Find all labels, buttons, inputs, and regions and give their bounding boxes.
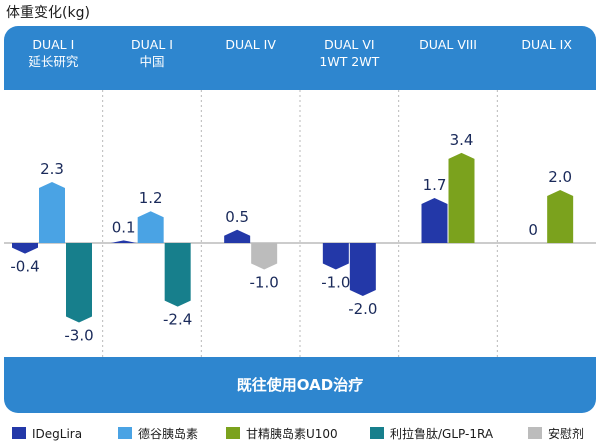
bar [66, 243, 92, 323]
bar [224, 229, 251, 243]
data-label: 2.0 [548, 168, 572, 186]
legend-swatch [370, 427, 384, 439]
bar [251, 243, 278, 270]
bar [110, 240, 137, 243]
legend-label: IDegLira [32, 427, 83, 441]
legend: IDegLira 德谷胰岛素 甘精胰岛素U100 利拉鲁肽/GLP-1RA 安慰剂 [0, 424, 600, 444]
legend-label: 安慰剂 [548, 427, 585, 441]
legend-swatch [528, 427, 542, 439]
data-label: -1.0 [250, 274, 279, 292]
legend-item: 德谷胰岛素 [118, 424, 198, 444]
category-label: DUAL IX [521, 37, 572, 52]
data-label: 0.5 [225, 208, 249, 226]
category-label: DUAL VI 1WT 2WT [319, 37, 380, 69]
category-label: DUAL I 延长研究 [28, 37, 79, 69]
bar [349, 243, 376, 296]
footer-banner: 既往使用OAD治疗 [4, 357, 596, 413]
data-label: 0.1 [112, 218, 136, 236]
category-header-bar [4, 26, 596, 90]
legend-swatch [118, 427, 132, 439]
data-label: 0 [528, 221, 538, 239]
legend-swatch [12, 427, 26, 439]
bar [39, 182, 65, 243]
category-label: DUAL VIII [419, 37, 477, 52]
legend-label: 德谷胰岛素 [138, 427, 199, 441]
bar [448, 152, 475, 243]
data-label: 1.2 [139, 189, 163, 207]
data-label: -0.4 [10, 258, 39, 276]
category-label: DUAL I 中国 [131, 37, 173, 69]
legend-item: IDegLira [12, 424, 82, 444]
category-label: DUAL IV [225, 37, 276, 52]
data-label: 3.4 [450, 131, 474, 149]
legend-item: 利拉鲁肽/GLP-1RA [370, 424, 493, 444]
data-label: -3.0 [64, 327, 93, 345]
legend-swatch [226, 427, 240, 439]
legend-item: 安慰剂 [528, 424, 584, 444]
bar [12, 243, 38, 254]
data-label: -2.0 [348, 300, 377, 318]
data-label: 1.7 [423, 176, 447, 194]
data-label: 2.3 [40, 160, 64, 178]
bar [547, 190, 574, 243]
bar [137, 211, 164, 243]
bar [164, 243, 191, 307]
legend-item: 甘精胰岛素U100 [226, 424, 338, 444]
legend-label: 甘精胰岛素U100 [246, 427, 338, 441]
y-axis-label: 体重变化(kg) [6, 5, 90, 21]
bar [421, 197, 448, 243]
bar [322, 243, 349, 270]
legend-label: 利拉鲁肽/GLP-1RA [390, 427, 494, 441]
data-label: -2.4 [163, 311, 192, 329]
data-label: -1.0 [321, 274, 350, 292]
